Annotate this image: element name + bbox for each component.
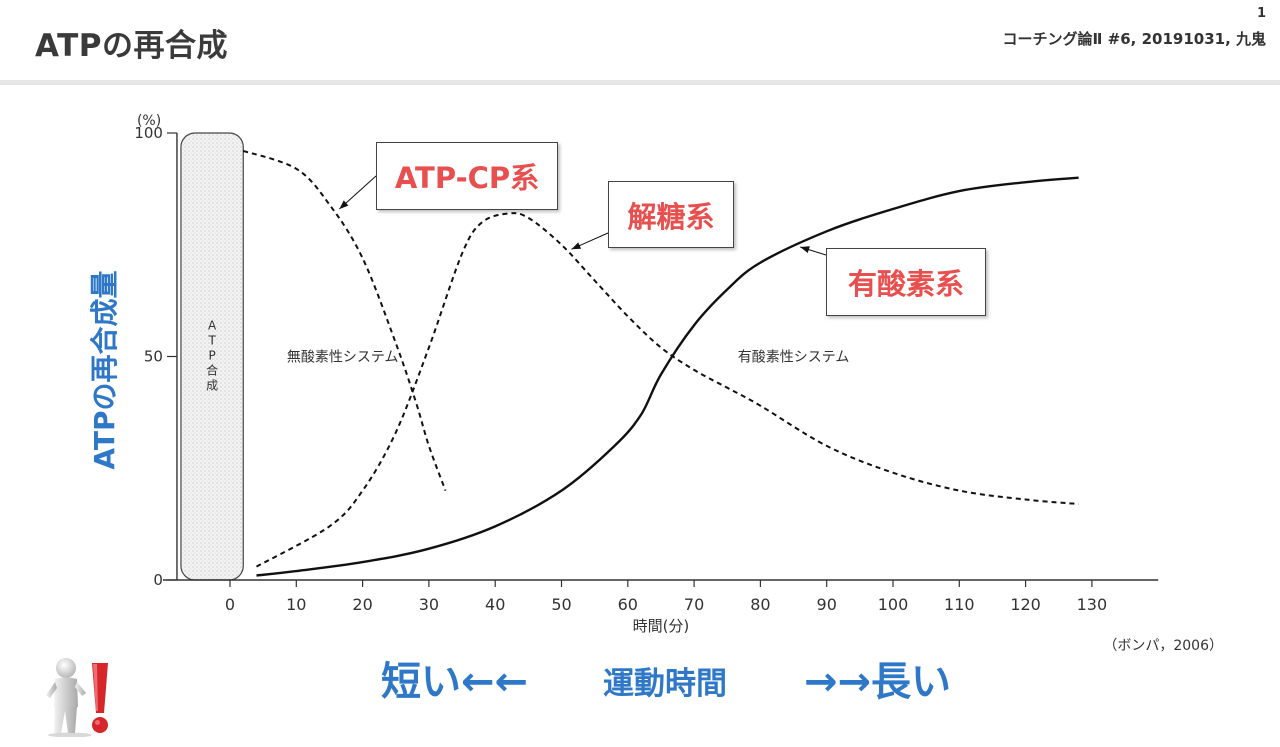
y-tick-label: 50 — [144, 348, 163, 366]
x-tick-label: 40 — [485, 595, 505, 614]
callout-glycolysis: 解糖系 — [608, 181, 734, 248]
person-exclamation-icon — [46, 658, 108, 737]
page-number: 1 — [1256, 6, 1266, 21]
atp-band-label-char: P — [208, 349, 215, 363]
callout-aerobic: 有酸素系 — [826, 248, 986, 316]
x-tick-label: 10 — [286, 595, 306, 614]
short-label: 短い←← — [381, 659, 529, 705]
x-tick-label: 130 — [1077, 595, 1108, 614]
long-label: →→長い — [804, 659, 952, 705]
citation: （ボンパ，2006） — [1103, 638, 1223, 654]
aerobic-pointer-head — [800, 246, 810, 253]
series-aerobic-line — [256, 176, 1079, 577]
x-tick-label: 110 — [944, 595, 975, 614]
series-atp_cp-line — [242, 149, 447, 491]
x-tick-label: 120 — [1010, 595, 1041, 614]
course-info: コーチング論Ⅱ #6, 20191031, 九鬼 — [1002, 30, 1266, 48]
x-tick-label: 50 — [551, 595, 571, 614]
y-unit-label: (%) — [137, 113, 161, 129]
callout-atp-cp: ATP-CP系 — [376, 142, 558, 210]
x-axis-label: 時間(分) — [633, 617, 690, 635]
x-tick-label: 30 — [419, 595, 439, 614]
atp-cp-pointer-head — [339, 200, 349, 209]
exercise-time-label: 運動時間 — [603, 666, 727, 702]
x-tick-label: 80 — [750, 595, 770, 614]
slide-title: ATPの再合成 — [35, 28, 228, 64]
atp-band-label-char: A — [208, 319, 217, 333]
slide-header: ATPの再合成 1 コーチング論Ⅱ #6, 20191031, 九鬼 — [0, 0, 1280, 85]
x-tick-label: 0 — [225, 595, 235, 614]
aerobic-system-label: 有酸素性システム — [738, 350, 850, 366]
y-tick-label: 0 — [153, 571, 163, 589]
y-axis-title: ATPの再合成量 — [88, 270, 121, 470]
x-tick-label: 90 — [817, 595, 837, 614]
series-glycolysis-line — [256, 212, 1079, 568]
atp-band-label-char: T — [207, 334, 216, 348]
x-tick-label: 20 — [352, 595, 372, 614]
anaerobic-system-label: 無酸素性システム — [287, 350, 399, 366]
atp-band-label-char: 成 — [206, 379, 218, 393]
y-tick-label: 100 — [134, 124, 163, 142]
glycolysis-pointer-head — [571, 242, 582, 250]
x-tick-label: 70 — [684, 595, 704, 614]
x-tick-label: 100 — [878, 595, 909, 614]
x-tick-label: 60 — [618, 595, 638, 614]
atp-band-label-char: 合 — [206, 363, 218, 378]
